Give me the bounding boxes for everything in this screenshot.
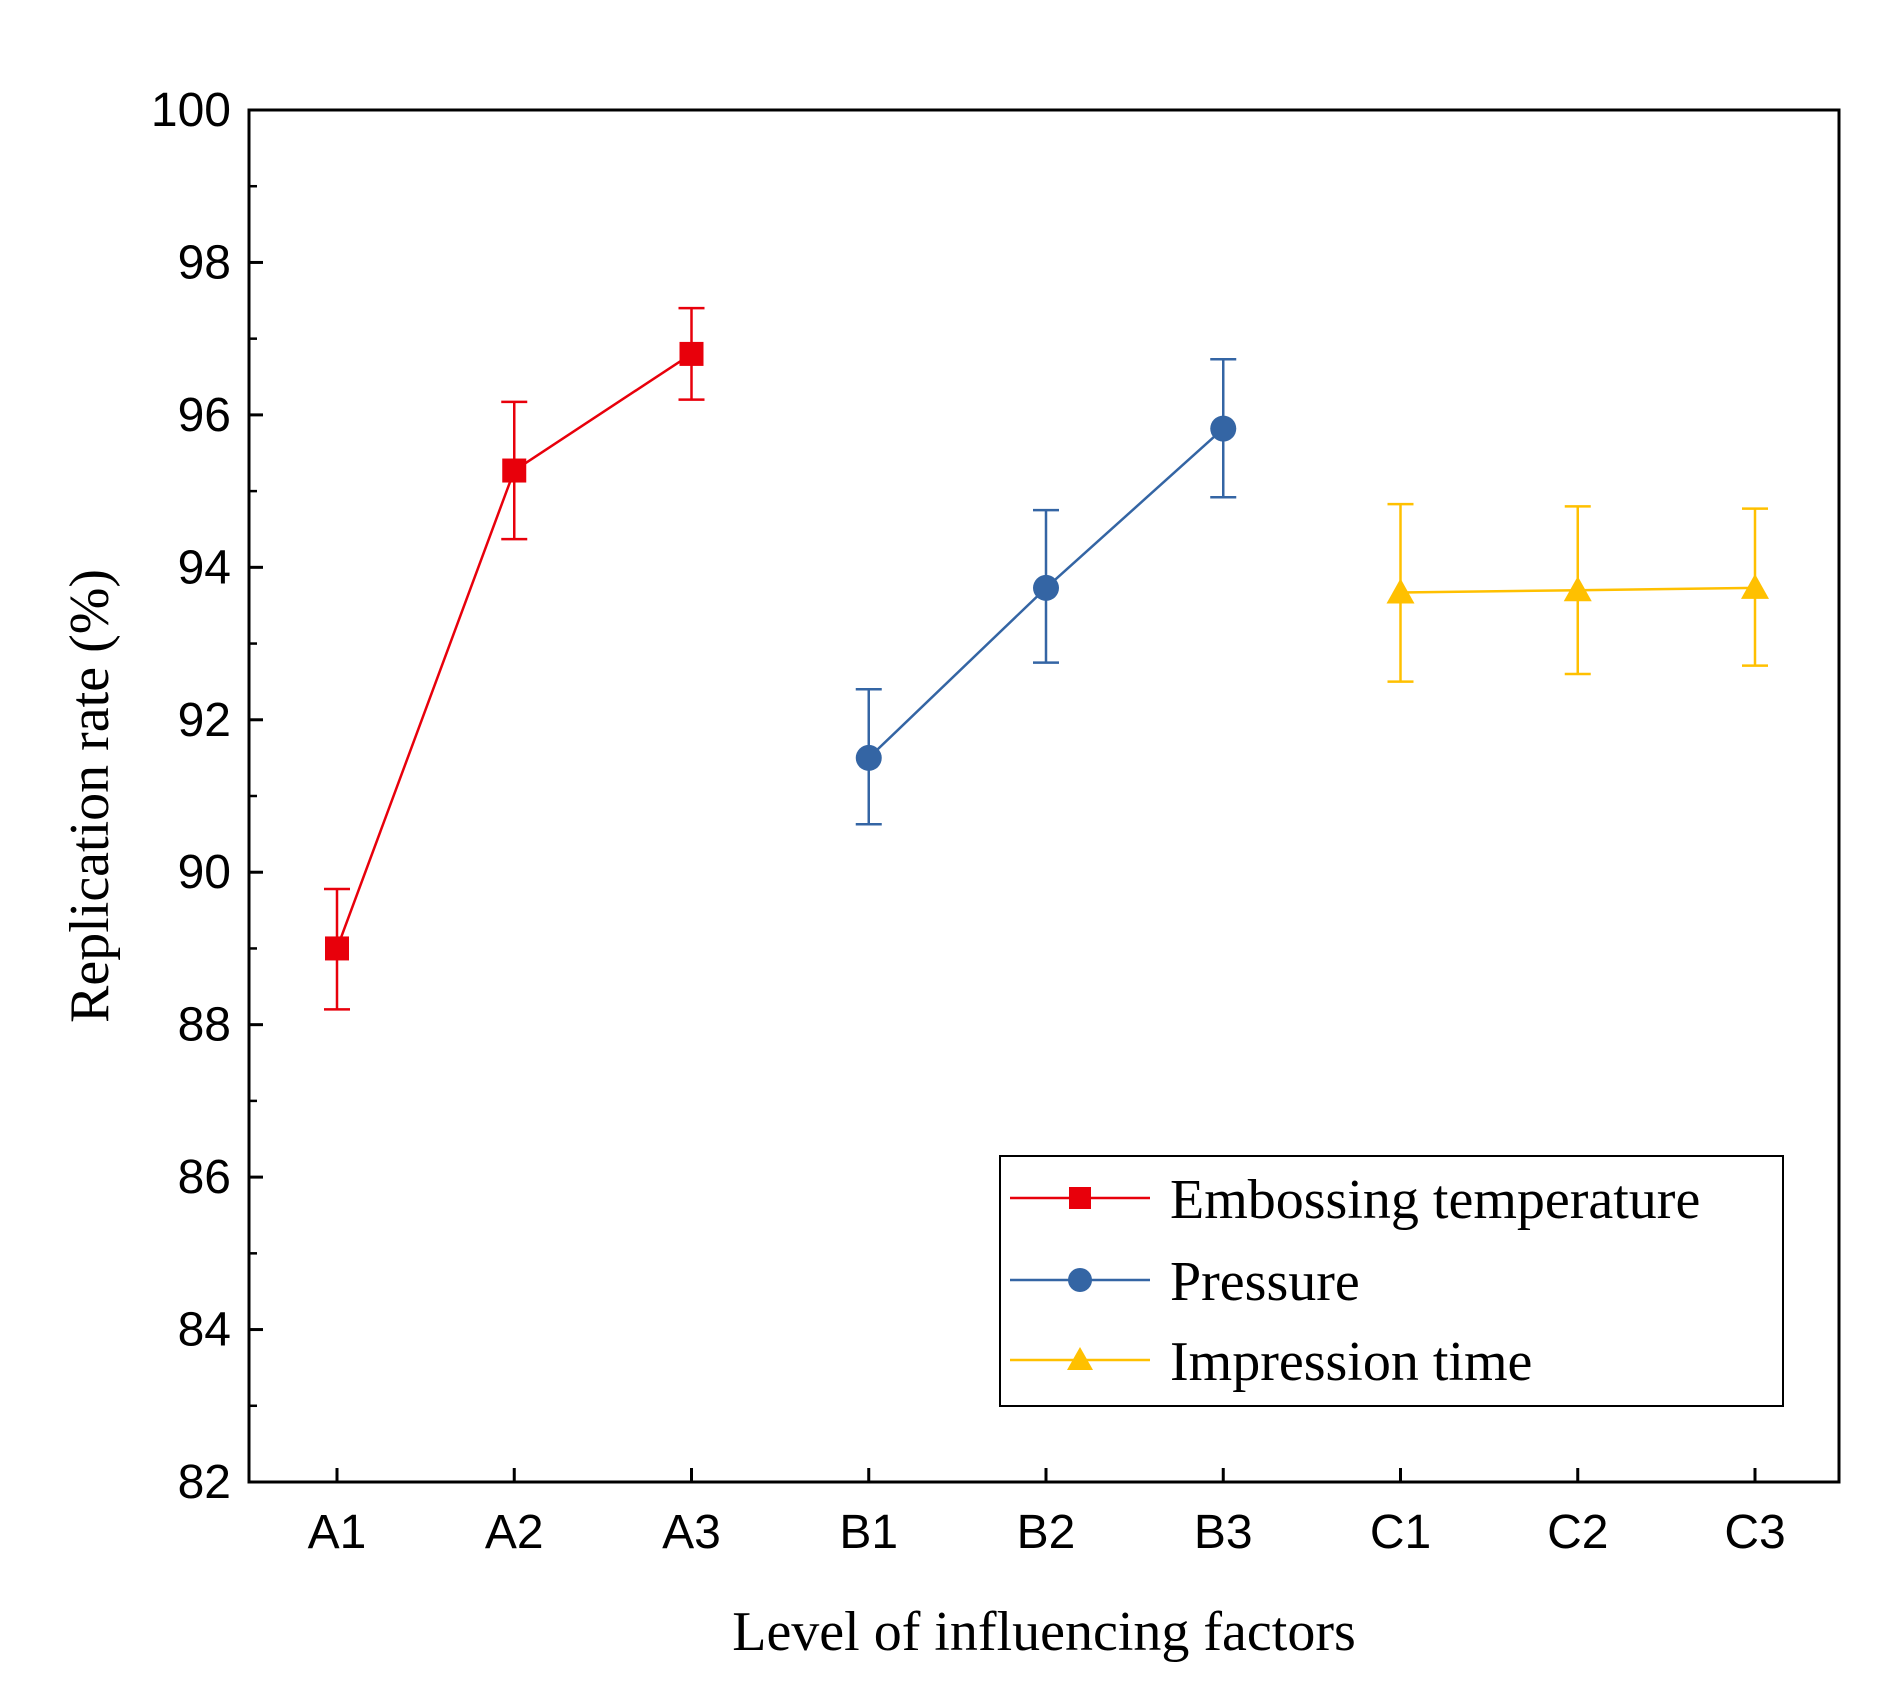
data-point-triangle bbox=[1386, 578, 1415, 604]
legend-label-impression-time: Impression time bbox=[1170, 1331, 1532, 1393]
x-tick-label: C3 bbox=[1724, 1506, 1785, 1559]
y-tick-label: 82 bbox=[178, 1456, 231, 1509]
x-tick-label: C2 bbox=[1547, 1506, 1608, 1559]
y-tick-label: 84 bbox=[178, 1304, 231, 1357]
x-tick-label: B1 bbox=[839, 1506, 898, 1559]
y-tick-label: 90 bbox=[178, 846, 231, 899]
y-tick-label: 94 bbox=[178, 541, 231, 594]
y-tick-label: 98 bbox=[178, 236, 231, 289]
y-tick-label: 100 bbox=[151, 84, 231, 137]
x-tick-label: C1 bbox=[1370, 1506, 1431, 1559]
legend-item-impression-time: Impression time bbox=[1010, 1331, 1532, 1393]
legend: Embossing temperature Pressure Impressio… bbox=[999, 1155, 1784, 1407]
data-point-square bbox=[325, 936, 349, 961]
data-point-triangle bbox=[1741, 573, 1769, 599]
legend-marker-square bbox=[1069, 1187, 1091, 1209]
x-tick-label: A1 bbox=[308, 1506, 367, 1559]
data-point-square bbox=[679, 341, 704, 366]
legend-marker-triangle bbox=[1067, 1347, 1093, 1370]
x-axis-title: Level of influencing factors bbox=[732, 1601, 1356, 1663]
legend-item-pressure: Pressure bbox=[1010, 1251, 1360, 1313]
data-point-circle bbox=[1033, 574, 1059, 601]
x-tick-label: B3 bbox=[1194, 1506, 1253, 1559]
legend-marker-circle bbox=[1068, 1268, 1092, 1292]
data-point-square bbox=[502, 458, 527, 483]
y-tick-label: 92 bbox=[178, 694, 231, 747]
legend-label-pressure: Pressure bbox=[1170, 1251, 1360, 1313]
y-tick-label: 96 bbox=[178, 389, 231, 442]
data-point-triangle bbox=[1563, 576, 1592, 602]
legend-label-embossing-temperature: Embossing temperature bbox=[1170, 1169, 1700, 1231]
series-impression-time bbox=[1386, 502, 1769, 683]
series-pressure bbox=[855, 357, 1237, 826]
y-axis-title: Replication rate (%) bbox=[59, 569, 121, 1023]
series-embossing-temperature bbox=[324, 306, 705, 1011]
y-tick-label: 86 bbox=[178, 1151, 231, 1204]
y-tick-label: 88 bbox=[178, 999, 231, 1052]
legend-item-embossing-temperature: Embossing temperature bbox=[1010, 1169, 1700, 1231]
series-group bbox=[324, 306, 1769, 1011]
data-point-circle bbox=[855, 744, 882, 771]
x-tick-label: A3 bbox=[662, 1506, 721, 1559]
x-tick-label: B2 bbox=[1017, 1506, 1076, 1559]
x-tick-label: A2 bbox=[485, 1506, 544, 1559]
data-point-circle bbox=[1210, 415, 1237, 442]
plot-frame bbox=[247, 108, 1841, 1484]
axes: 82 84 86 88 90 92 94 96 98 100 A1 A2 A3 B1 B2 B3 C1 C2 C3 bbox=[151, 84, 1786, 1559]
